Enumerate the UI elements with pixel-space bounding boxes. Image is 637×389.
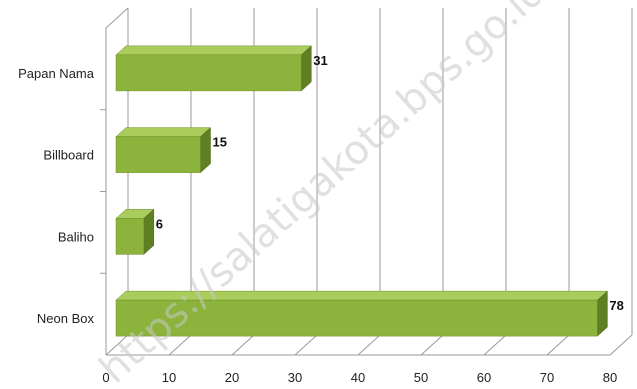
x-tick-label: 30 [288,370,302,385]
bar [115,136,201,173]
y-axis-top-edge [105,7,129,29]
gridlines [105,8,633,356]
bars [115,45,609,337]
floor-gridline [231,334,255,356]
category-label: Neon Box [37,311,95,326]
x-tick-label: 80 [603,370,617,385]
floor-gridline [483,334,507,356]
floor-gridline [420,334,444,356]
bar [115,218,145,255]
axes [100,7,610,356]
labels: 0 10 20 30 40 50 60 70 80 Papan Nama 31 Billboard 15… [18,53,624,385]
x-tick-label: 50 [414,370,428,385]
floor-gridline [105,334,129,356]
bar-top [115,45,312,56]
x-tick-label: 60 [477,370,491,385]
bar [115,299,598,337]
floor-gridline [546,334,570,356]
data-label: 31 [313,53,327,68]
data-label: 6 [156,216,163,231]
floor-gridline [168,334,192,356]
bar [115,54,302,92]
floor-gridline [609,334,633,356]
floor-gridline [357,334,381,356]
bar-top [115,127,212,137]
x-tick-label: 0 [102,370,109,385]
data-label: 15 [213,135,227,150]
data-label: 78 [609,298,623,313]
x-tick-label: 10 [162,370,176,385]
floor-gridline [294,334,318,356]
x-tick-label: 40 [351,370,365,385]
category-label: Baliho [58,229,94,244]
category-label: Billboard [43,148,94,163]
category-label: Papan Nama [18,66,95,81]
x-tick-label: 70 [540,370,554,385]
x-tick-label: 20 [225,370,239,385]
